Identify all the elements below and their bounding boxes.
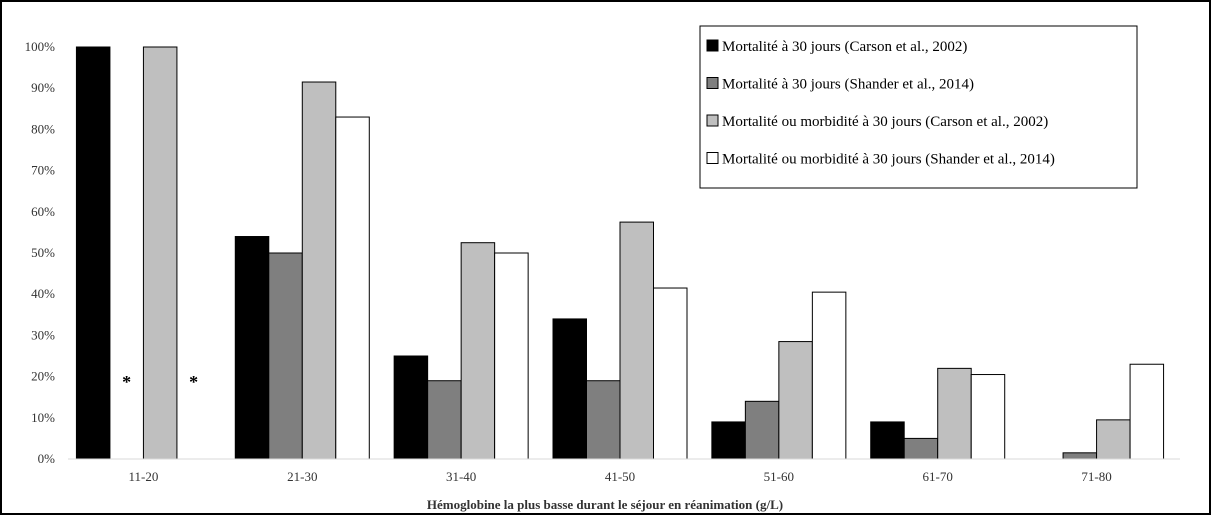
missing-data-marker: *: [189, 372, 198, 392]
y-tick-label: 40%: [31, 286, 55, 301]
legend: Mortalité à 30 jours (Carson et al., 200…: [699, 25, 1138, 189]
y-tick-label: 80%: [31, 121, 55, 136]
legend-label: Mortalité à 30 jours (Carson et al., 200…: [722, 39, 967, 55]
x-tick-label: 11-20: [128, 469, 158, 484]
bar-3-31-40: [460, 242, 496, 460]
bar-2-31-40: [427, 380, 462, 460]
y-tick-label: 30%: [31, 327, 55, 342]
y-tick-label: 60%: [31, 204, 55, 219]
bar-2-41-50: [586, 380, 621, 460]
bar-2-21-30: [268, 252, 303, 460]
y-tick-label: 20%: [31, 369, 55, 384]
bar-2-71-80: [1062, 452, 1098, 460]
y-tick-label: 100%: [25, 39, 56, 54]
bar-1-31-40: [393, 355, 429, 460]
x-tick-label: 61-70: [923, 469, 953, 484]
bar-4-51-60: [811, 291, 847, 460]
legend-label: Mortalité à 30 jours (Shander et al., 20…: [722, 77, 974, 93]
x-tick-label: 31-40: [446, 469, 476, 484]
y-axis-ticks: 0% 10% 20% 30% 40% 50% 60% 70% 80% 90% 100%: [25, 39, 56, 466]
bar-3-71-80: [1096, 419, 1131, 460]
y-tick-label: 10%: [31, 410, 55, 425]
x-axis-title: Hémoglobine la plus basse durant le séjo…: [427, 497, 783, 512]
bar-4-41-50: [653, 287, 688, 460]
bar-1-41-50: [552, 318, 587, 460]
bar-4-31-40: [494, 252, 529, 460]
bar-3-11-20: [142, 46, 178, 460]
bar-1-51-60: [711, 421, 746, 460]
y-tick-label: 70%: [31, 163, 55, 178]
bar-4-21-30: [335, 116, 370, 460]
bar-1-11-20: [75, 46, 111, 460]
legend-swatch: [706, 152, 719, 164]
y-tick-label: 50%: [31, 245, 55, 260]
bar-3-21-30: [301, 81, 337, 460]
y-tick-label: 0%: [38, 451, 56, 466]
x-tick-label: 51-60: [764, 469, 794, 484]
bar-1-21-30: [234, 236, 270, 460]
bar-3-41-50: [619, 221, 654, 460]
legend-label: Mortalité ou morbidité à 30 jours (Shand…: [722, 152, 1055, 168]
bar-1-61-70: [870, 421, 905, 460]
bars-group: * *: [75, 46, 1165, 460]
x-axis-ticks: 11-20 21-30 31-40 41-50 51-60 61-70 71-80: [128, 469, 1111, 484]
missing-data-marker: *: [122, 372, 131, 392]
legend-swatch: [706, 77, 719, 89]
x-tick-label: 21-30: [287, 469, 317, 484]
x-tick-label: 41-50: [605, 469, 635, 484]
bar-2-51-60: [744, 400, 780, 460]
legend-box: [699, 25, 1138, 189]
bar-4-61-70: [970, 374, 1006, 460]
legend-label: Mortalité ou morbidité à 30 jours (Carso…: [722, 114, 1048, 130]
y-tick-label: 90%: [31, 80, 55, 95]
legend-swatch: [706, 114, 719, 127]
bar-3-61-70: [937, 367, 972, 460]
bar-4-71-80: [1129, 363, 1165, 460]
bar-3-51-60: [778, 341, 813, 460]
x-tick-label: 71-80: [1081, 469, 1111, 484]
bar-2-61-70: [903, 437, 939, 460]
legend-swatch: [706, 39, 719, 52]
